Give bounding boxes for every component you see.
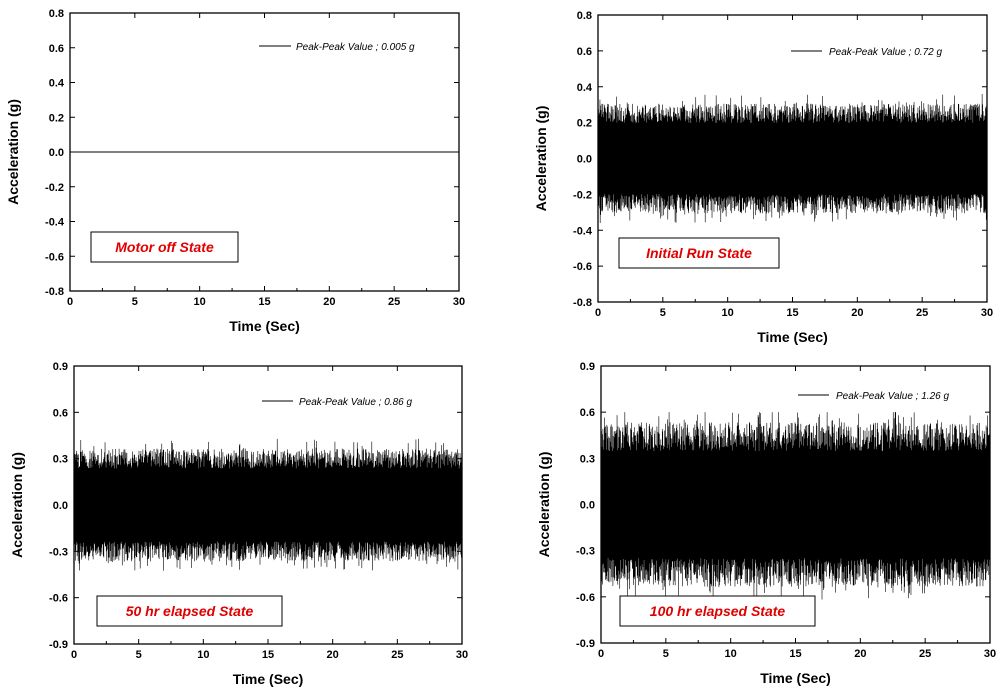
- x-tick-label: 20: [854, 648, 866, 660]
- y-tick-label: 0.2: [577, 118, 592, 130]
- y-tick-label: 0.3: [580, 453, 595, 465]
- y-tick-label: -0.4: [573, 225, 593, 237]
- y-tick-label: 0.3: [53, 454, 68, 466]
- y-axis-title: Acceleration (g): [9, 452, 25, 558]
- y-tick-label: -0.9: [576, 638, 595, 650]
- x-tick-label: 25: [391, 649, 403, 661]
- state-label: 100 hr elapsed State: [650, 603, 786, 619]
- y-tick-label: 0.9: [53, 361, 68, 373]
- x-tick-label: 15: [789, 648, 801, 660]
- x-tick-label: 5: [663, 648, 669, 660]
- chart-panel-2: 0 5 10 15 20 25 30 -0.8 -0.6 -0.4 -0.2 0.0 0.2 0.4 0.6…: [533, 10, 993, 345]
- y-tick-label: 0.6: [580, 407, 595, 419]
- x-axis-title: Time (Sec): [760, 670, 831, 686]
- x-tick-label: 10: [194, 296, 206, 308]
- legend-label: Peak-Peak Value ; 0.005 g: [296, 42, 415, 53]
- y-tick-label: 0.6: [53, 407, 68, 419]
- x-tick-label: 30: [984, 648, 996, 660]
- x-tick-label: 25: [919, 648, 931, 660]
- x-axis-title: Time (Sec): [229, 318, 300, 334]
- x-tick-label: 0: [67, 296, 73, 308]
- x-tick-label: 25: [916, 307, 928, 319]
- y-tick-label: 0.8: [49, 8, 64, 20]
- y-tick-label: -0.8: [573, 297, 592, 309]
- x-axis-title: Time (Sec): [757, 329, 828, 345]
- y-tick-label: -0.3: [49, 546, 68, 558]
- x-tick-label: 25: [388, 296, 400, 308]
- x-tick-label: 20: [327, 649, 339, 661]
- y-axis-title: Acceleration (g): [533, 106, 549, 212]
- chart-panel-4: 0 5 10 15 20 25 30 -0.9 -0.6 -0.3 0.0 0.3 0.6 0.9 Time…: [536, 361, 996, 686]
- y-tick-label: -0.2: [573, 189, 592, 201]
- x-tick-label: 5: [136, 649, 142, 661]
- y-tick-label: 0.4: [49, 78, 65, 90]
- state-label: Motor off State: [115, 239, 214, 255]
- y-tick-label: -0.6: [49, 593, 68, 605]
- y-tick-label: 0.4: [577, 82, 593, 94]
- y-tick-label: -0.6: [573, 261, 592, 273]
- signal-trace: [600, 412, 991, 601]
- legend-label: Peak-Peak Value ; 0.86 g: [299, 397, 412, 408]
- y-tick-label: -0.6: [576, 592, 595, 604]
- x-tick-label: 0: [71, 649, 77, 661]
- y-axis-title: Acceleration (g): [5, 99, 21, 205]
- signal-trace: [73, 438, 463, 571]
- x-tick-label: 15: [786, 307, 798, 319]
- y-tick-label: 0.0: [577, 154, 592, 166]
- x-tick-label: 30: [453, 296, 465, 308]
- chart-panel-3: 0 5 10 15 20 25 30 -0.9 -0.6 -0.3 0.0 0.3 0.6 0.9 Time…: [9, 361, 468, 687]
- y-tick-label: -0.2: [45, 182, 64, 194]
- x-axis-title: Time (Sec): [233, 671, 304, 687]
- x-tick-label: 15: [262, 649, 274, 661]
- state-label-box: [619, 595, 816, 627]
- x-tick-label: 0: [595, 307, 601, 319]
- y-tick-label: 0.6: [49, 43, 64, 55]
- x-tick-label: 30: [456, 649, 468, 661]
- chart-panel-1: 0 5 10 15 20 25 30 -0.8 -0.6 -0.4 -0.2 0.0 0.2 0.4 0.6…: [5, 8, 465, 334]
- y-tick-label: 0.0: [580, 500, 595, 512]
- y-tick-label: 0.0: [49, 147, 64, 159]
- y-tick-label: 0.8: [577, 10, 592, 22]
- y-tick-label: -0.3: [576, 546, 595, 558]
- x-tick-label: 20: [323, 296, 335, 308]
- y-tick-label: -0.6: [45, 251, 64, 263]
- y-tick-label: -0.4: [45, 217, 65, 229]
- x-tick-label: 5: [660, 307, 666, 319]
- x-tick-label: 5: [132, 296, 138, 308]
- y-tick-label: 0.2: [49, 112, 64, 124]
- signal-trace: [597, 93, 988, 224]
- x-tick-label: 10: [722, 307, 734, 319]
- y-axis-title: Acceleration (g): [536, 452, 552, 558]
- state-label-box: [90, 231, 239, 263]
- legend-label: Peak-Peak Value ; 0.72 g: [829, 47, 942, 58]
- x-tick-label: 10: [725, 648, 737, 660]
- x-tick-label: 20: [851, 307, 863, 319]
- x-tick-label: 10: [197, 649, 209, 661]
- y-tick-label: 0.0: [53, 500, 68, 512]
- state-label: Initial Run State: [646, 245, 752, 261]
- legend-label: Peak-Peak Value ; 1.26 g: [836, 391, 949, 402]
- x-tick-label: 30: [981, 307, 993, 319]
- y-tick-label: 0.9: [580, 361, 595, 373]
- state-label-box: [96, 595, 283, 627]
- state-label: 50 hr elapsed State: [126, 603, 254, 619]
- y-tick-label: 0.6: [577, 46, 592, 58]
- y-tick-label: -0.9: [49, 639, 68, 651]
- x-tick-label: 15: [258, 296, 270, 308]
- state-label-box: [618, 237, 780, 269]
- y-tick-label: -0.8: [45, 286, 64, 298]
- x-tick-label: 0: [598, 648, 604, 660]
